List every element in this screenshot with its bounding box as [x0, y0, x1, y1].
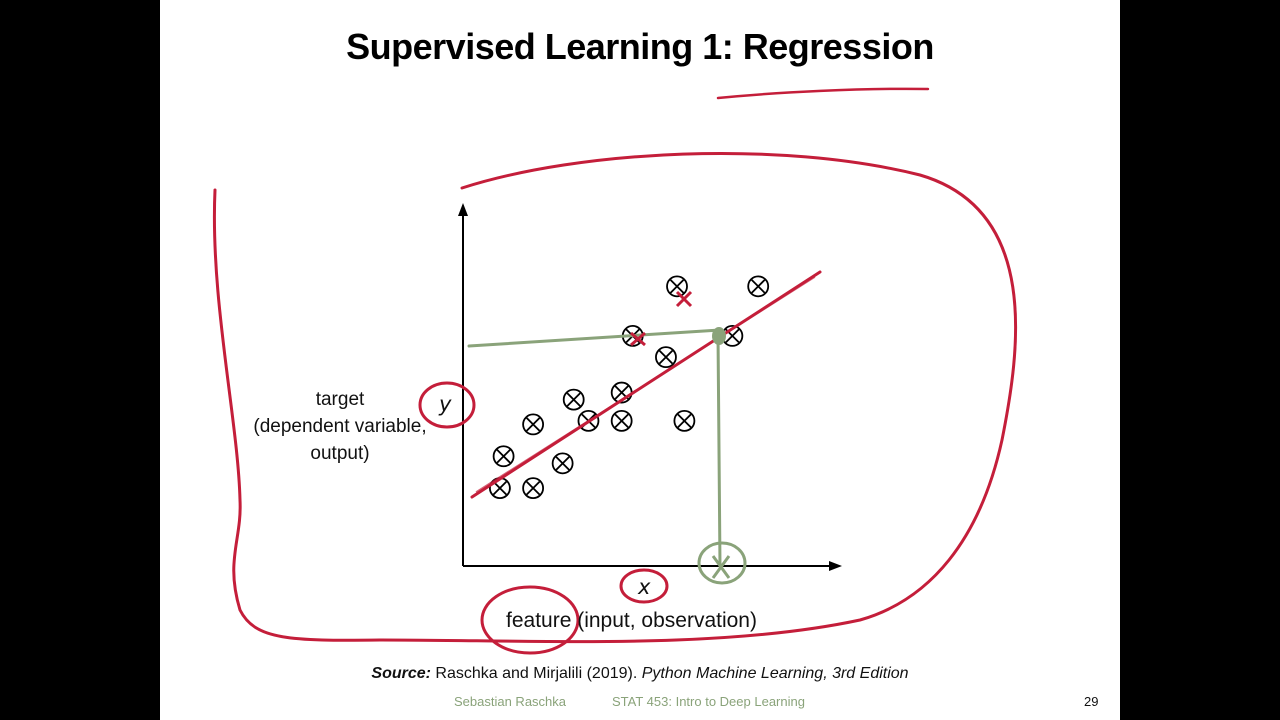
x-symbol: x — [638, 575, 651, 599]
y-axis-label-line1: target — [315, 389, 365, 410]
footer-course: STAT 453: Intro to Deep Learning — [612, 694, 805, 709]
x-value-circle-annotation — [697, 541, 747, 585]
data-point-6 — [562, 388, 585, 411]
y-axis-arrow-icon — [458, 203, 468, 216]
data-point-3 — [522, 477, 545, 500]
regression-line-annotation-stroke2 — [475, 276, 816, 493]
big-loop-annotation — [212, 151, 1018, 644]
source-prefix: Source: — [371, 665, 431, 682]
y-axis-label-line2: (dependent variable, — [253, 416, 427, 437]
data-point-2 — [492, 445, 515, 468]
data-point-5 — [551, 452, 574, 475]
x-axis-arrow-icon — [829, 561, 842, 571]
scatter-points — [488, 275, 770, 500]
source-authors: Raschka and Mirjalili (2019). — [430, 665, 642, 682]
x-value-mark-annotation — [711, 555, 731, 579]
point-mark-annotation-1 — [675, 290, 693, 308]
x-axis-label: feature (input, observation) — [506, 609, 757, 632]
slide-title: Supervised Learning 1: Regression — [346, 26, 934, 67]
data-point-15 — [747, 275, 770, 298]
slide: Supervised Learning 1: Regression target… — [160, 0, 1120, 720]
footer-author: Sebastian Raschka — [454, 694, 567, 709]
y-axis-label: target (dependent variable, output) — [220, 386, 460, 467]
y-axis-label-line3: output) — [310, 443, 370, 464]
prediction-point-annotation — [712, 327, 726, 345]
y-symbol: y — [439, 392, 452, 416]
projection-vertical-annotation — [716, 332, 722, 568]
source-book: Python Machine Learning, 3rd Edition — [641, 665, 909, 682]
point-mark-annotation-2 — [630, 331, 646, 347]
data-point-11 — [655, 346, 677, 369]
data-point-12 — [673, 409, 696, 432]
feature-circle-annotation — [480, 585, 580, 655]
y-circle-annotation — [418, 381, 476, 429]
projection-horizontal-annotation — [467, 328, 722, 348]
x-circle-annotation — [619, 568, 669, 604]
page-number: 29 — [1084, 694, 1099, 709]
data-point-9 — [610, 409, 633, 432]
data-point-4 — [522, 413, 545, 436]
title-underline-annotation — [716, 87, 930, 100]
source-citation: Source: Raschka and Mirjalili (2019). Py… — [160, 665, 1120, 683]
data-point-13 — [666, 275, 688, 298]
regression-figure — [212, 87, 1018, 655]
